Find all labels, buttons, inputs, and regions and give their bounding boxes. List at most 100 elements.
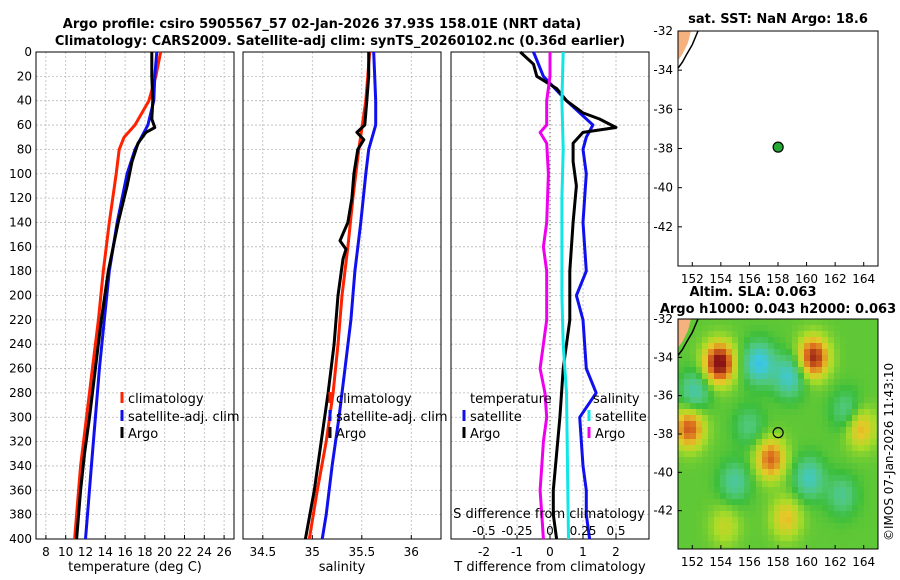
series-line-temperature-satellite [532,51,598,540]
sla-cell [732,337,738,343]
sla-cell [870,325,876,331]
sla-cell [792,367,798,373]
sla-cell [840,445,846,451]
sla-cell [840,343,846,349]
sla-cell [708,535,714,541]
sla-cell [678,427,684,433]
sla-cell [738,403,744,409]
sla-cell [870,361,876,367]
sla-cell [720,355,726,361]
sla-cell [864,475,870,481]
sla-cell [864,343,870,349]
legend-title-salinity: salinity [593,392,640,407]
sla-cell [726,475,732,481]
sla-cell [798,517,804,523]
sla-cell [816,427,822,433]
sla-cell [798,469,804,475]
sla-cell [690,349,696,355]
sla-cell [720,487,726,493]
sla-cell [750,421,756,427]
sla-cell [762,547,768,549]
sla-cell [810,481,816,487]
sla-cell [816,457,822,463]
sla-cell [738,319,744,325]
sla-cell [846,487,852,493]
sla-cell [852,409,858,415]
sla-cell [822,355,828,361]
sla-cell [840,517,846,523]
sla-cell [726,523,732,529]
sla-cell [780,547,786,549]
sla-cell [834,373,840,379]
sla-cell [708,319,714,325]
sla-cell [864,481,870,487]
sla-cell [822,517,828,523]
sla-cell [690,367,696,373]
sla-cell [720,319,726,325]
y-tick-label: 200 [9,289,32,303]
sla-cell [768,499,774,505]
sla-cell [834,367,840,373]
sla-cell [864,379,870,385]
sla-cell [762,517,768,523]
sla-cell [810,349,816,355]
sla-cell [720,541,726,547]
sla-cell [714,541,720,547]
sla-cell [834,505,840,511]
sla-cell [750,529,756,535]
sla-cell [810,517,816,523]
sla-cell [792,349,798,355]
sst-map: -32 -34 -36 -38 -40 -42 152 154 156 158 160 162 164 [653,24,879,286]
sla-cell [804,391,810,397]
sla-cell [822,403,828,409]
sla-cell [678,361,684,367]
sla-cell [756,457,762,463]
land-australia [678,319,691,348]
sla-cell [786,529,792,535]
sla-cell [744,373,750,379]
sla-cell [750,337,756,343]
sla-cell [696,361,702,367]
sla-cell [798,523,804,529]
sla-cell [708,451,714,457]
sla-cell [702,397,708,403]
sla-cell [822,319,828,325]
sla-cell [708,391,714,397]
sla-cell [720,325,726,331]
sla-cell [684,499,690,505]
sla-cell [798,475,804,481]
sla-cell [756,451,762,457]
sla-cell [858,463,864,469]
sla-cell [846,505,852,511]
sla-cell [768,379,774,385]
sla-cell [786,445,792,451]
sla-cell [708,493,714,499]
sla-cell [876,493,878,499]
sla-cell [690,379,696,385]
sla-cell [762,343,768,349]
sla-cell [708,445,714,451]
sla-cell [720,403,726,409]
sla-cell [732,535,738,541]
y-tick-label: 80 [17,142,32,156]
sla-cell [726,373,732,379]
sla-cell [840,523,846,529]
sla-cell [780,385,786,391]
sla-cell [714,337,720,343]
sla-cell [684,547,690,549]
sla-cell [714,511,720,517]
sla-cell [822,535,828,541]
sla-cell [828,493,834,499]
sla-cell [696,469,702,475]
sla-cell [864,361,870,367]
sla-cell [714,421,720,427]
sla-cell [690,403,696,409]
sla-cell [696,535,702,541]
sla-cell [774,475,780,481]
sla-cell [756,511,762,517]
sla-cell [816,511,822,517]
sla-cell [702,367,708,373]
sla-cell [804,325,810,331]
sla-cell [756,493,762,499]
sla-cell [816,379,822,385]
